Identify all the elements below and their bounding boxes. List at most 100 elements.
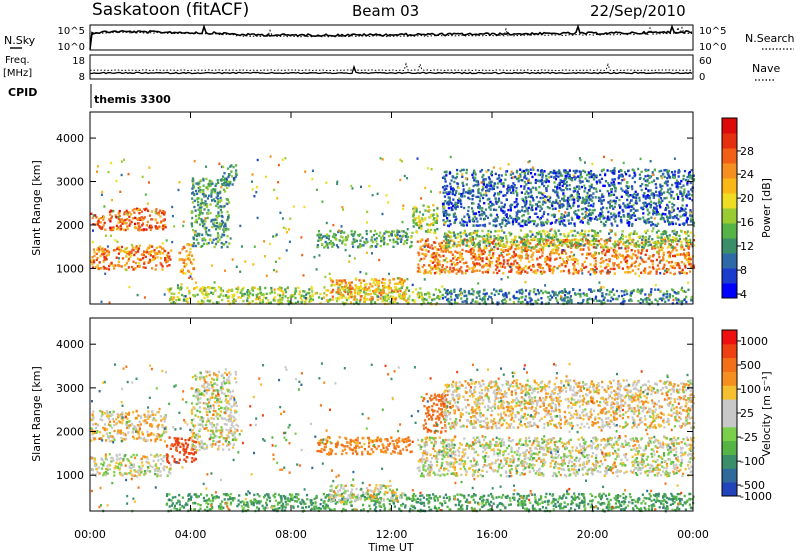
power-cell [520, 296, 523, 299]
power-cell [402, 242, 405, 246]
power-cell [655, 243, 658, 246]
power-cell [573, 260, 577, 264]
power-cell [432, 293, 435, 296]
power-cell [482, 302, 485, 305]
power-cell [599, 197, 602, 200]
power-cell [592, 235, 595, 238]
power-cell [473, 215, 476, 218]
power-cell [660, 299, 664, 302]
power-cell [692, 264, 695, 267]
power-cell [644, 179, 647, 183]
power-cell [465, 241, 469, 244]
power-cell [625, 191, 628, 195]
power-cell [221, 221, 225, 224]
power-cell [260, 293, 263, 297]
power-cell [587, 171, 590, 174]
power-cell [647, 244, 650, 247]
power-cell [124, 228, 127, 232]
power-cell [575, 213, 579, 216]
power-cell [214, 199, 217, 203]
power-cell [608, 232, 611, 235]
power-cell [594, 242, 597, 246]
power-cell [453, 212, 456, 215]
power-cell [547, 180, 550, 183]
power-cell [612, 267, 615, 271]
power-cell [226, 183, 229, 187]
power-cell [447, 270, 450, 273]
power-cell [630, 243, 633, 246]
power-cell [617, 244, 620, 247]
power-cell [396, 242, 399, 245]
power-cell [562, 269, 565, 273]
power-cell [478, 255, 481, 258]
power-cell [507, 291, 511, 295]
power-cell [512, 295, 515, 298]
power-cell [240, 289, 243, 292]
power-cell [466, 297, 469, 300]
power-cell [456, 236, 459, 239]
power-cell [483, 296, 486, 299]
power-cell [688, 257, 691, 260]
power-cell [392, 230, 395, 233]
power-cell [681, 299, 684, 303]
power-cell [448, 271, 451, 274]
power-cell [671, 176, 675, 179]
power-cell [259, 286, 262, 289]
power-cell [649, 203, 653, 207]
power-cell [135, 226, 138, 229]
power-cell [255, 298, 258, 301]
power-cell [487, 241, 490, 244]
power-cell [512, 189, 515, 192]
power-cell [235, 169, 238, 172]
power-cell [516, 266, 519, 269]
power-cell [477, 248, 480, 252]
power-cell [523, 221, 526, 225]
power-cell [467, 290, 471, 293]
power-cell [504, 235, 508, 238]
power-cell [675, 185, 678, 188]
power-cell [574, 171, 577, 175]
power-cell [574, 209, 577, 213]
power-cell [430, 223, 433, 226]
power-cell [491, 301, 494, 305]
power-cell [456, 243, 459, 247]
power-cell [473, 245, 477, 248]
power-cell [197, 183, 200, 186]
power-cell [185, 250, 188, 253]
power-cell [543, 232, 546, 236]
power-cell [489, 183, 492, 186]
power-cell [202, 300, 205, 303]
power-cell [559, 174, 562, 177]
power-cell [128, 253, 131, 256]
power-cell [237, 286, 240, 289]
power-cell [471, 299, 474, 303]
power-cell [525, 207, 528, 210]
power-cell [566, 199, 569, 202]
power-cell [686, 175, 689, 179]
power-cell [347, 234, 350, 237]
power-cell [552, 236, 555, 239]
power-cell [329, 298, 332, 301]
power-cell [604, 224, 607, 227]
power-cell [680, 288, 683, 291]
power-cell [269, 292, 272, 295]
power-cell [407, 289, 411, 292]
power-cell [538, 263, 541, 266]
power-cell [435, 271, 438, 274]
power-cell [280, 301, 283, 304]
power-cell [526, 169, 529, 172]
power-cell [671, 295, 675, 298]
power-cell [442, 239, 446, 243]
power-cell [629, 232, 632, 235]
power-cell [653, 210, 656, 214]
power-cell [649, 270, 652, 273]
power-cell [605, 271, 608, 274]
power-cell [419, 287, 422, 290]
power-cell [344, 281, 347, 284]
power-cell [370, 298, 373, 301]
power-cell [135, 207, 138, 210]
power-cell [186, 286, 189, 290]
power-cell [134, 216, 137, 220]
power-cell [680, 206, 683, 210]
